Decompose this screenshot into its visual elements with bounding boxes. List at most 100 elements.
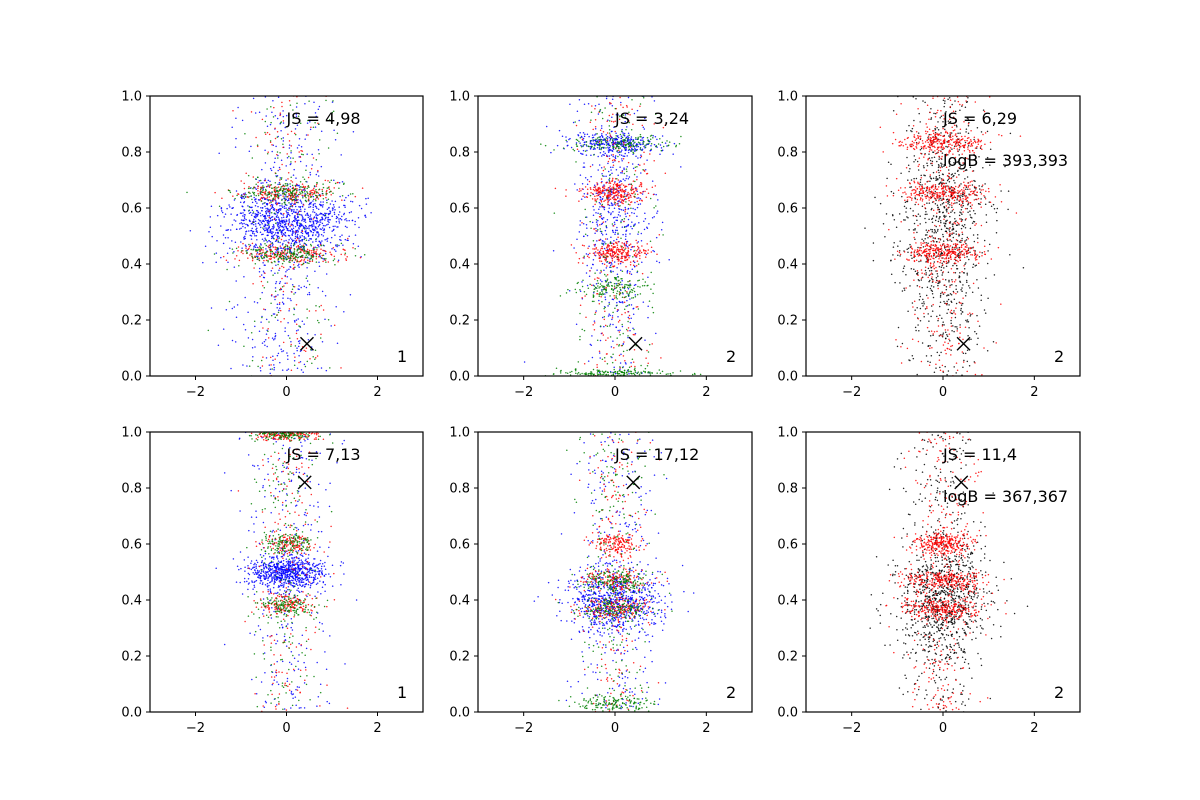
data-point xyxy=(306,360,309,363)
data-point xyxy=(616,229,618,232)
data-point xyxy=(256,258,258,261)
data-point xyxy=(639,164,641,166)
data-point xyxy=(626,246,629,248)
data-point xyxy=(259,252,262,255)
data-point xyxy=(271,368,273,370)
data-point xyxy=(276,307,278,309)
data-point xyxy=(318,233,320,236)
data-point xyxy=(268,215,270,217)
data-point xyxy=(301,224,303,226)
data-point xyxy=(603,154,605,157)
data-point xyxy=(302,244,305,246)
data-point xyxy=(623,134,626,137)
data-point xyxy=(278,282,281,285)
data-point xyxy=(276,234,278,237)
data-point xyxy=(619,184,622,186)
data-point xyxy=(303,187,306,190)
data-point xyxy=(540,143,542,145)
data-point xyxy=(321,240,323,242)
data-point xyxy=(630,246,633,248)
data-point xyxy=(254,112,257,114)
data-point xyxy=(280,231,283,233)
data-point xyxy=(254,262,257,265)
data-point xyxy=(960,307,962,310)
data-point xyxy=(276,253,279,256)
data-point xyxy=(660,147,663,149)
data-point xyxy=(290,179,292,182)
data-point xyxy=(294,256,296,259)
data-point xyxy=(262,196,265,199)
data-point xyxy=(615,242,617,244)
data-point xyxy=(308,100,310,102)
data-point xyxy=(304,256,306,258)
data-point xyxy=(283,197,285,199)
data-point xyxy=(300,286,302,289)
data-point xyxy=(264,219,267,221)
data-point xyxy=(581,244,584,247)
data-point xyxy=(296,102,298,105)
data-point xyxy=(325,196,327,199)
data-point xyxy=(608,146,611,149)
data-point xyxy=(594,140,597,142)
data-point xyxy=(266,125,269,128)
data-point xyxy=(262,233,264,235)
data-point xyxy=(321,190,324,192)
data-point xyxy=(623,226,626,228)
data-point xyxy=(961,233,964,235)
data-point xyxy=(338,222,341,224)
data-point xyxy=(283,192,285,194)
data-point xyxy=(630,189,632,191)
data-point xyxy=(292,117,295,119)
data-point xyxy=(277,223,280,226)
data-point xyxy=(315,115,318,118)
data-point xyxy=(634,195,636,198)
data-point xyxy=(303,189,305,191)
data-point xyxy=(272,355,274,357)
data-point xyxy=(618,319,621,322)
data-point xyxy=(601,300,603,303)
data-point xyxy=(301,230,304,233)
data-point xyxy=(621,366,624,369)
data-point xyxy=(316,214,319,216)
data-point xyxy=(599,293,601,295)
data-point xyxy=(621,249,624,251)
data-point xyxy=(634,208,636,211)
data-point xyxy=(304,214,307,216)
data-point xyxy=(263,287,266,289)
data-point xyxy=(277,232,279,235)
data-point xyxy=(644,256,647,258)
data-point xyxy=(595,221,598,223)
data-point xyxy=(294,240,297,243)
data-point xyxy=(631,289,634,291)
data-point xyxy=(583,255,585,258)
data-point xyxy=(253,186,255,188)
data-point xyxy=(593,288,595,290)
data-point xyxy=(329,211,332,213)
data-point xyxy=(593,291,595,293)
data-point xyxy=(288,144,291,146)
data-point xyxy=(295,256,297,258)
data-point xyxy=(586,149,588,152)
data-point xyxy=(622,287,624,289)
data-point xyxy=(617,200,619,203)
data-point xyxy=(523,361,526,363)
data-point xyxy=(271,242,273,244)
data-point xyxy=(305,237,307,239)
data-point xyxy=(232,195,234,197)
data-point xyxy=(631,291,633,293)
data-point xyxy=(300,255,303,258)
data-point xyxy=(618,160,620,163)
data-point xyxy=(616,140,619,143)
data-point xyxy=(592,140,594,142)
data-point xyxy=(625,371,628,374)
data-point xyxy=(277,263,279,266)
data-point xyxy=(622,132,624,134)
data-point xyxy=(321,206,324,208)
data-point xyxy=(594,245,596,247)
data-point xyxy=(594,107,596,110)
data-point xyxy=(936,351,939,354)
data-point xyxy=(640,143,642,145)
data-point xyxy=(608,125,611,127)
data-point xyxy=(279,112,282,114)
data-point xyxy=(287,190,290,193)
